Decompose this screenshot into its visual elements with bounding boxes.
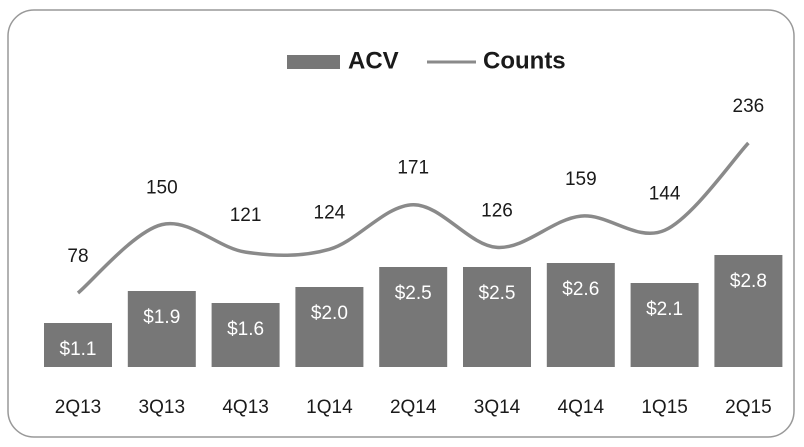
line-value-label: 78 — [67, 246, 88, 267]
bar — [127, 291, 196, 367]
line-value-label: 150 — [146, 178, 178, 199]
line-value-label: 144 — [649, 183, 681, 204]
x-tick-label: 1Q15 — [641, 397, 687, 418]
bar-value-label: $1.9 — [143, 307, 180, 328]
line-value-label: 171 — [397, 158, 429, 179]
bar-value-label: $2.8 — [730, 271, 767, 292]
bar-value-label: $2.5 — [395, 283, 432, 304]
x-tick-label: 2Q14 — [390, 397, 437, 418]
bar-value-label: $2.6 — [562, 279, 599, 300]
bar — [295, 287, 364, 367]
line-value-label: 236 — [733, 96, 765, 117]
x-tick-label: 4Q13 — [222, 397, 268, 418]
bar — [44, 323, 112, 367]
bar-value-label: $2.1 — [646, 299, 683, 320]
x-tick-label: 1Q14 — [306, 397, 353, 418]
bar — [630, 283, 699, 367]
x-tick-label: 2Q13 — [55, 397, 101, 418]
bar — [379, 267, 448, 367]
legend-swatch — [287, 55, 340, 69]
bar — [211, 303, 280, 367]
legend-label: ACV — [348, 47, 399, 74]
bar — [463, 267, 531, 367]
line — [76, 141, 750, 295]
line-value-label: 126 — [481, 200, 513, 221]
bar — [546, 263, 615, 367]
x-tick-label: 2Q15 — [725, 397, 771, 418]
line-value-label: 159 — [565, 169, 597, 190]
bar-value-label: $2.5 — [479, 283, 516, 304]
bar-value-label: $2.0 — [311, 303, 348, 324]
legend-label: Counts — [483, 47, 566, 74]
legend: ACV Counts — [287, 47, 566, 74]
line-value-label: 121 — [230, 205, 262, 226]
bar — [714, 255, 783, 367]
line-value-label: 124 — [314, 202, 346, 223]
x-tick-label: 3Q14 — [474, 397, 521, 418]
x-tick-label: 4Q14 — [558, 397, 605, 418]
bar-value-label: $1.1 — [60, 339, 97, 360]
bar-value-label: $1.6 — [227, 319, 264, 340]
x-tick-label: 3Q13 — [139, 397, 185, 418]
